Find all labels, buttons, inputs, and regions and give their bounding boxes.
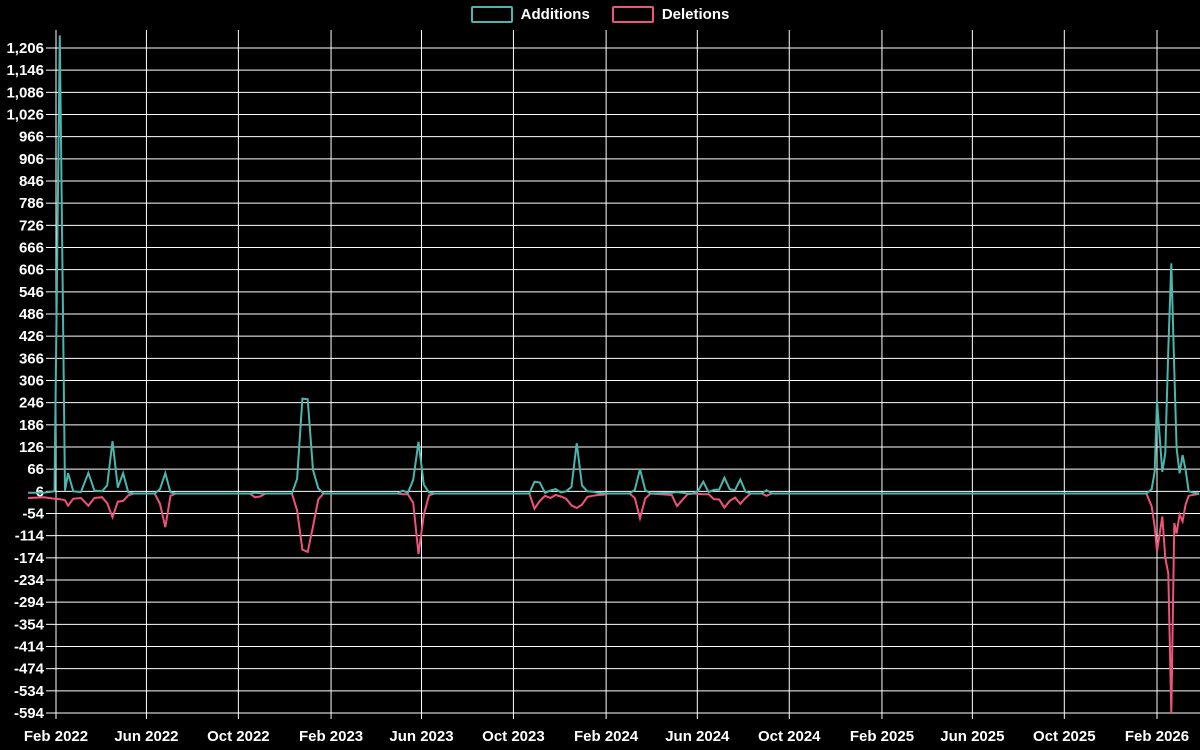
y-tick-label: 1,086 bbox=[6, 84, 44, 101]
additions-legend-label: Additions bbox=[520, 6, 590, 23]
y-tick-label: 1,146 bbox=[6, 62, 44, 79]
y-tick-label: -294 bbox=[14, 594, 45, 611]
y-tick-label: 426 bbox=[19, 328, 44, 345]
y-gridlines bbox=[56, 47, 1200, 714]
y-tick-label: -534 bbox=[14, 683, 45, 700]
x-tick-label: Feb 2026 bbox=[1125, 728, 1189, 745]
y-tick-label: 306 bbox=[19, 373, 44, 390]
deletions-swatch-icon bbox=[611, 6, 654, 23]
x-tick-label: Oct 2025 bbox=[1033, 728, 1096, 745]
additions-line bbox=[28, 35, 1200, 495]
x-tick-label: Jun 2023 bbox=[389, 728, 453, 745]
x-tick-label: Jun 2022 bbox=[114, 728, 178, 745]
y-tick-label: -414 bbox=[14, 639, 45, 656]
y-tick-label: 846 bbox=[19, 173, 44, 190]
x-tick-labels: Feb 2022 Jun 2022 Oct 2022 Feb 2023 Jun 2023… bbox=[24, 728, 1189, 745]
x-tick-label: Oct 2024 bbox=[758, 728, 821, 745]
x-tick-label: Feb 2022 bbox=[24, 728, 88, 745]
y-tick-labels: 1,206 1,146 1,086 1,026 966 906 846 786 726 666 60… bbox=[6, 40, 44, 722]
y-tick-label: 366 bbox=[19, 350, 44, 367]
y-tick-label: 1,206 bbox=[6, 40, 44, 57]
x-tick-label: Feb 2025 bbox=[850, 728, 914, 745]
y-tick-label: -234 bbox=[14, 572, 45, 589]
y-tick-label: 666 bbox=[19, 240, 44, 257]
deletions-line bbox=[28, 492, 1200, 714]
y-tick-label: -354 bbox=[14, 616, 45, 633]
y-tick-marks bbox=[46, 47, 56, 714]
x-tick-label: Feb 2024 bbox=[574, 728, 639, 745]
y-tick-label: 786 bbox=[19, 195, 44, 212]
y-tick-label: 606 bbox=[19, 262, 44, 279]
y-tick-label: -114 bbox=[15, 528, 45, 545]
y-tick-label: -474 bbox=[14, 661, 45, 678]
y-tick-label: -174 bbox=[14, 550, 45, 567]
deletions-legend-label: Deletions bbox=[661, 6, 730, 23]
y-tick-label: 1,026 bbox=[6, 107, 44, 124]
x-tick-label: Jun 2025 bbox=[940, 728, 1004, 745]
y-tick-label: 906 bbox=[19, 151, 44, 168]
x-tick-label: Feb 2023 bbox=[299, 728, 363, 745]
legend-item-additions[interactable]: Additions bbox=[470, 6, 590, 23]
y-tick-label: 546 bbox=[19, 284, 44, 301]
chart-legend: Additions Deletions bbox=[0, 6, 1200, 23]
y-tick-label: 186 bbox=[19, 417, 44, 434]
y-tick-label: 126 bbox=[19, 439, 44, 456]
x-tick-label: Jun 2024 bbox=[665, 728, 730, 745]
y-tick-label: 246 bbox=[19, 395, 44, 412]
x-gridlines bbox=[55, 30, 1158, 713]
y-tick-label: 486 bbox=[19, 306, 44, 323]
y-tick-label: 726 bbox=[19, 217, 44, 234]
x-tick-label: Oct 2022 bbox=[207, 728, 270, 745]
y-tick-label: -54 bbox=[22, 506, 44, 523]
x-tick-label: Oct 2023 bbox=[482, 728, 545, 745]
additions-swatch-icon bbox=[470, 6, 513, 23]
x-tick-marks bbox=[55, 713, 1158, 719]
y-tick-label: 66 bbox=[27, 461, 44, 478]
y-tick-label: -594 bbox=[14, 705, 45, 722]
legend-item-deletions[interactable]: Deletions bbox=[611, 6, 730, 23]
y-tick-label: 966 bbox=[19, 129, 44, 146]
